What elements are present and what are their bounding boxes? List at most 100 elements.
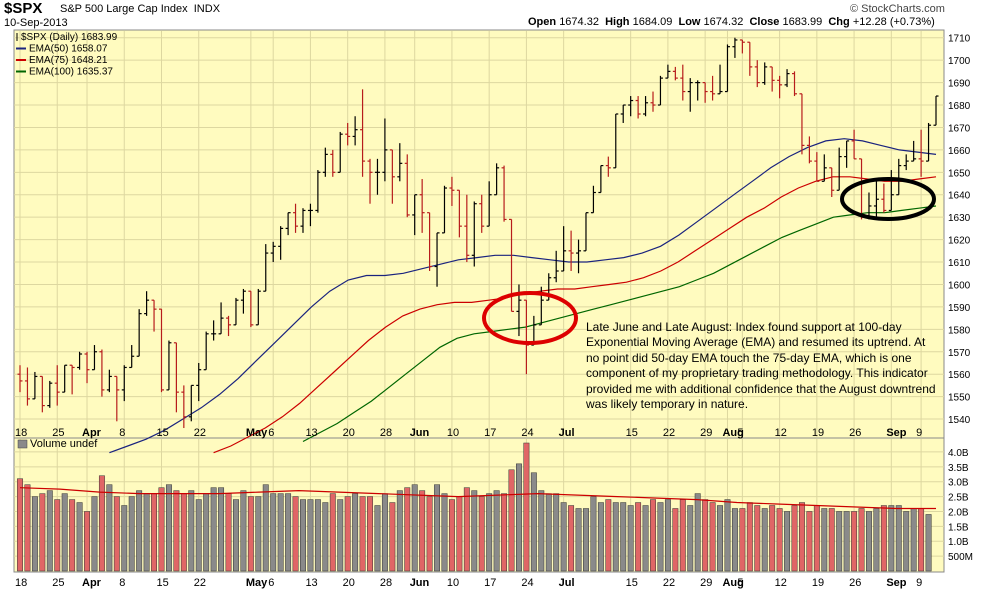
volume-tick-label: 3.5B	[948, 463, 969, 474]
volume-bar	[344, 496, 351, 572]
price-bar	[829, 167, 835, 197]
price-bar	[918, 129, 924, 177]
price-bar	[933, 95, 939, 126]
price-bar	[173, 342, 179, 413]
date-tick-label: 22	[663, 577, 675, 589]
volume-bar	[895, 505, 902, 572]
volume-bar	[374, 505, 381, 572]
volume-bar	[195, 499, 202, 572]
volume-bar	[411, 484, 418, 572]
price-tick-label: 1650	[948, 168, 971, 179]
date-tick-label: 20	[343, 577, 355, 589]
volume-tick-label: 2.5B	[948, 493, 969, 504]
date-tick-label: Jul	[559, 577, 575, 589]
price-bar	[330, 149, 336, 177]
price-bar	[412, 194, 418, 236]
volume-bar	[337, 499, 344, 572]
price-bar	[903, 154, 909, 171]
price-bar	[784, 69, 790, 88]
date-tick-label: 19	[812, 427, 824, 439]
volume-bar	[873, 508, 880, 572]
price-bar	[911, 140, 917, 162]
price-bar	[54, 365, 60, 406]
price-bar	[374, 158, 380, 195]
volume-bar	[463, 487, 470, 572]
volume-bar	[285, 493, 292, 572]
price-bar	[747, 41, 753, 76]
price-bar	[218, 302, 224, 335]
volume-tick-label: 4.0B	[948, 448, 969, 459]
price-bar	[553, 250, 559, 283]
price-bar	[404, 154, 410, 218]
price-bar	[166, 340, 172, 391]
volume-bar	[791, 505, 798, 572]
volume-bar	[597, 502, 604, 572]
volume-bar	[910, 508, 917, 572]
support-circle-august	[840, 177, 936, 221]
price-bar	[114, 375, 120, 422]
price-bar	[322, 147, 328, 177]
price-tick-label: 1580	[948, 325, 971, 336]
volume-bar	[866, 511, 872, 572]
annotation-text: Late June and Late August: Index found s…	[586, 320, 936, 412]
volume-bar	[545, 493, 552, 572]
chart-date: 10-Sep-2013	[4, 17, 68, 29]
volume-bar	[888, 505, 895, 572]
date-tick-label: May	[246, 427, 268, 439]
date-tick-label: Sep	[886, 577, 906, 589]
date-tick-label: Aug	[722, 577, 743, 589]
price-bar	[777, 75, 783, 99]
price-bar	[486, 181, 492, 227]
price-bar	[144, 291, 150, 316]
price-bar	[568, 230, 574, 272]
ema100-line	[302, 205, 937, 443]
volume-bar	[717, 505, 723, 572]
date-tick-label: 18	[15, 577, 27, 589]
date-tick-label: 29	[700, 577, 712, 589]
volume-bar	[746, 502, 753, 572]
ema50-line	[109, 138, 937, 454]
date-tick-label: 24	[521, 427, 533, 439]
volume-bar	[434, 484, 440, 572]
volume-bar	[17, 478, 23, 572]
price-bar	[397, 143, 403, 182]
volume-bar	[754, 505, 761, 572]
volume-bar	[605, 499, 612, 572]
legend-label: EMA(75) 1648.21	[29, 55, 108, 66]
volume-bar	[426, 496, 433, 572]
date-tick-label: Jul	[559, 427, 575, 439]
high-value: 1684.09	[632, 16, 673, 28]
price-bar	[836, 147, 842, 191]
volume-bar	[247, 496, 254, 572]
volume-bar	[657, 502, 664, 572]
price-bar	[821, 154, 827, 182]
volume-bar	[352, 493, 359, 572]
volume-bar	[121, 505, 128, 572]
volume-bar	[151, 493, 157, 572]
date-tick-label: 10	[447, 427, 459, 439]
price-bar	[158, 308, 164, 393]
volume-bar	[233, 499, 239, 572]
price-bar	[523, 299, 529, 375]
volume-bar	[76, 502, 83, 572]
volume-bar	[731, 508, 738, 572]
date-tick-label: 20	[343, 427, 355, 439]
date-tick-label: 18	[15, 427, 27, 439]
volume-bar	[925, 514, 932, 572]
date-tick-label: 12	[775, 427, 787, 439]
price-bar	[814, 152, 820, 182]
price-bar	[203, 331, 209, 371]
price-bar	[888, 170, 894, 212]
price-tick-label: 1550	[948, 393, 971, 404]
price-tick-label: 1610	[948, 258, 971, 269]
volume-bar	[419, 490, 426, 572]
price-bar	[464, 194, 470, 263]
volume-tick-label: 3.0B	[948, 478, 969, 489]
date-tick-label: 6	[268, 427, 274, 439]
grid	[14, 31, 944, 571]
price-bar	[605, 156, 611, 177]
chg-value: +12.28 (+0.73%)	[852, 16, 935, 28]
date-tick-label: 15	[156, 427, 168, 439]
price-tick-label: 1620	[948, 236, 971, 247]
